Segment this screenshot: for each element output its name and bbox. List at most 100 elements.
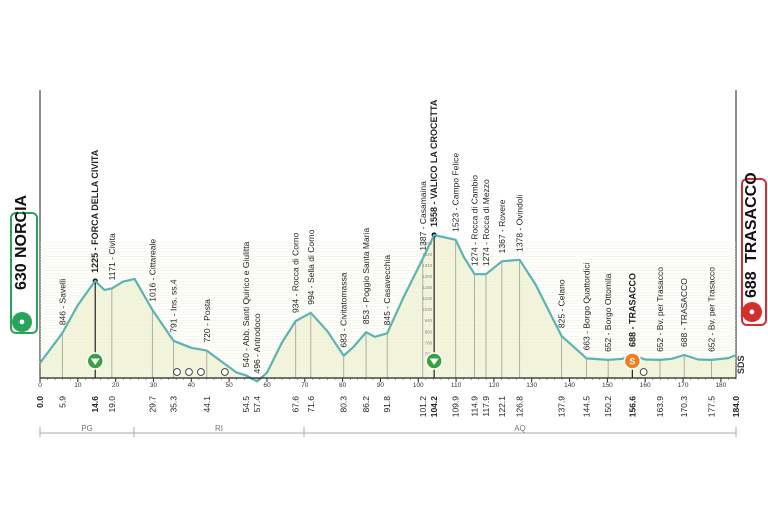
waypoint-label: 825 - Celano <box>557 279 567 328</box>
y-tick-label: 1020 <box>422 307 433 312</box>
x-tick-label: 180 <box>715 382 726 389</box>
y-tick-label: 700 <box>425 351 433 356</box>
waypoint-label: 994 - Sella di Corno <box>306 229 316 304</box>
x-tick-label: 30 <box>150 382 158 389</box>
x-tick-label: 40 <box>188 382 196 389</box>
km-label: 101.2 <box>418 396 428 418</box>
waypoint-label: 496 - Antrodoco <box>252 313 262 373</box>
y-tick-label: 1420 <box>422 252 433 257</box>
x-tick-label: 150 <box>602 382 613 389</box>
waypoint-label: 791 - Ins. ss.4 <box>169 279 179 333</box>
waypoint-label: 1225 - FORCA DELLA CIVITA <box>90 149 100 273</box>
waypoint-label: 1171 - Civita <box>107 233 117 280</box>
y-tick-label: 940 <box>425 318 433 323</box>
x-tick-label: 50 <box>226 382 234 389</box>
x-tick-label: 130 <box>526 382 537 389</box>
y-tick-label: 780 <box>425 340 433 345</box>
km-axis: 0 10 20 30 40 50 60 70 80 90 100 110 120 130 140 150 160… <box>38 377 737 389</box>
waypoint-label: 1367 - Rovere <box>497 199 507 253</box>
region-label: RI <box>215 424 223 433</box>
km-label: 184.0 <box>731 396 741 418</box>
km-labels: 0.0 5.9 14.6 19.0 29.7 35.3 44.1 54.5 57.4 67.6 71… <box>35 396 741 418</box>
km-label: 71.6 <box>306 396 316 413</box>
start-name: NORCIA <box>13 194 30 258</box>
start-bike-icon: ● <box>12 312 32 332</box>
finish-bike-icon: ● <box>742 302 762 322</box>
waypoint-label: 1558 - VALICO LA CROCETTA <box>429 99 439 227</box>
km-label: 35.3 <box>169 396 179 413</box>
km-label: 177.5 <box>706 396 716 418</box>
road-icon <box>639 368 648 376</box>
km-label: 67.6 <box>291 396 301 413</box>
region-label: PG <box>81 424 93 433</box>
x-tick-label: 160 <box>640 382 651 389</box>
waypoint-label: 934 - Rocca di Corno <box>291 232 301 313</box>
km-label: 54.5 <box>241 396 251 413</box>
x-tick-label: 120 <box>488 382 499 389</box>
finish-name: TRASACCO <box>743 172 760 263</box>
region-label: AQ <box>514 424 526 433</box>
waypoint-label: 853 - Poggio Santa Maria <box>361 228 371 325</box>
waypoint-label: 845 - Casavecchia <box>382 255 392 326</box>
road-icon <box>185 368 193 376</box>
waypoint-label: 683 - Civitatomassa <box>339 272 349 347</box>
y-tick-label: 1500 <box>422 241 433 246</box>
waypoint-label: 1274 - Rocca di Cambio <box>470 175 480 266</box>
y-tick-label: 1260 <box>422 274 433 279</box>
waypoint-label: 1016 - Cittareale <box>147 239 157 302</box>
km-label: 0.0 <box>35 396 45 408</box>
km-label: 19.0 <box>107 396 117 413</box>
y-tick-label: 1340 <box>422 263 433 268</box>
km-label: 144.5 <box>582 396 592 418</box>
waypoint-label: 652 - Bv. per Trasacco <box>706 267 716 352</box>
waypoint-label: 663 - Borgo Quattordici <box>582 262 592 350</box>
x-tick-label: 80 <box>339 382 347 389</box>
km-label: 104.2 <box>429 396 439 418</box>
waypoint-label: 688 - TRASACCO <box>627 273 637 347</box>
x-tick-label: 100 <box>413 382 424 389</box>
waypoint-label: 1523 - Campo Felice <box>451 153 461 232</box>
waypoint-label: 1274 - Rocca di Mezzo <box>481 179 491 266</box>
y-tick-label: 1180 <box>422 285 432 290</box>
km-label: 150.2 <box>603 396 613 418</box>
x-tick-label: 20 <box>112 382 120 389</box>
x-tick-label: 170 <box>678 382 689 389</box>
y-tick-label: 860 <box>425 329 433 334</box>
start-elevation: 630 <box>13 263 30 290</box>
sprint-marker <box>623 352 642 370</box>
elevation-scale: 700 780 860 940 1020 1100 1180 1260 1340 1420 1500 <box>422 241 433 356</box>
x-tick-label: 0 <box>38 382 42 389</box>
km-label: 114.9 <box>470 396 480 417</box>
waypoint-label: 652 - Bv. per Trasacco <box>655 267 665 352</box>
km-label: 44.1 <box>202 396 212 413</box>
waypoint-labels: 846 - Savelli 1225 - FORCA DELLA CIVITA 11… <box>57 99 716 373</box>
km-label: 126.8 <box>515 396 525 418</box>
x-tick-label: 70 <box>301 382 309 389</box>
km-label: 117.9 <box>481 396 491 417</box>
sprint-label: S <box>629 357 635 367</box>
km-label: 170.3 <box>679 396 689 418</box>
km-label: 109.9 <box>451 396 461 418</box>
km-label: 57.4 <box>252 396 262 413</box>
waypoint-label: 688 - TRASACCO <box>679 278 689 347</box>
waypoint-label: 652 - Borgo Ottomila <box>603 273 613 352</box>
km-label: 80.3 <box>339 396 349 413</box>
x-tick-label: 90 <box>377 382 385 389</box>
grid-layer <box>39 90 737 378</box>
kom-arrow <box>90 358 100 365</box>
sds-label: SDS <box>736 355 746 374</box>
km-label: 163.9 <box>655 396 665 418</box>
kom-arrow <box>429 358 439 365</box>
x-tick-label: 60 <box>263 382 271 389</box>
x-tick-label: 140 <box>564 382 575 389</box>
km-label: 5.9 <box>57 396 67 408</box>
region-bands: PG RI AQ <box>39 424 737 437</box>
km-label: 14.6 <box>90 396 100 413</box>
waypoint-label: 1387 - Casamaina <box>418 181 428 251</box>
road-icon <box>221 368 229 376</box>
finish-elevation: 688 <box>743 271 760 298</box>
km-label: 29.7 <box>147 396 157 413</box>
km-label: 156.6 <box>627 396 637 418</box>
km-label: 91.8 <box>382 396 392 413</box>
